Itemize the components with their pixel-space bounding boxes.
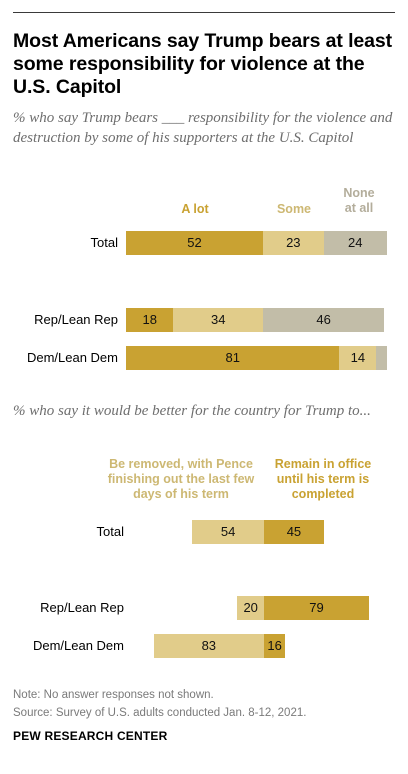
chart2-legend-removed: Be removed, with Pence finishing out the… [107,457,255,501]
chart2-row-label: Dem/Lean Dem [32,638,124,653]
chart2-legend-remain: Remain in office until his term is compl… [274,457,372,501]
note-text: Note: No answer responses not shown. [13,689,214,701]
chart1-row-label: Total [90,235,118,250]
chart2-row-label: Rep/Lean Rep [40,600,124,615]
chart2-bar-removed: 20 [237,596,264,620]
chart1-subtitle: % who say Trump bears ___ responsibility… [13,110,393,146]
chart2-subtitle: % who say it would be better for the cou… [13,403,371,419]
chart1-bar-segment: 14 [339,346,377,370]
chart2-bar-removed: 83 [153,634,264,658]
chart1-bar-segment: 81 [126,346,340,370]
chart1-row-label: Dem/Lean Dem [26,350,118,365]
chart2-bar-remain: 45 [264,520,324,544]
chart1-bar-segment: 18 [126,308,174,332]
chart1-row-label: Rep/Lean Rep [34,312,118,327]
chart2-bar-removed: 54 [192,520,264,544]
chart1-bar-segment: 24 [323,231,387,255]
top-rule [13,12,395,13]
chart1-bar-segment: 52 [126,231,264,255]
chart1-legend-some: Some [276,202,312,216]
chart1-legend-a-lot: A lot [181,202,209,216]
chart1-bar-segment: 23 [263,231,324,255]
chart1-bar-segment: 34 [173,308,263,332]
source-text: Source: Survey of U.S. adults conducted … [13,707,307,719]
chart2-bar-remain: 16 [264,634,286,658]
brand-name: PEW RESEARCH CENTER [13,729,168,743]
chart1-legend-none-at-all: None at all [343,186,375,215]
chart1-bar-segment [376,346,387,370]
chart-title: Most Americans say Trump bears at least … [13,30,393,98]
chart2-row-label: Total [96,524,124,539]
chart2-bar-remain: 79 [264,596,370,620]
chart1-bar-segment: 46 [263,308,385,332]
